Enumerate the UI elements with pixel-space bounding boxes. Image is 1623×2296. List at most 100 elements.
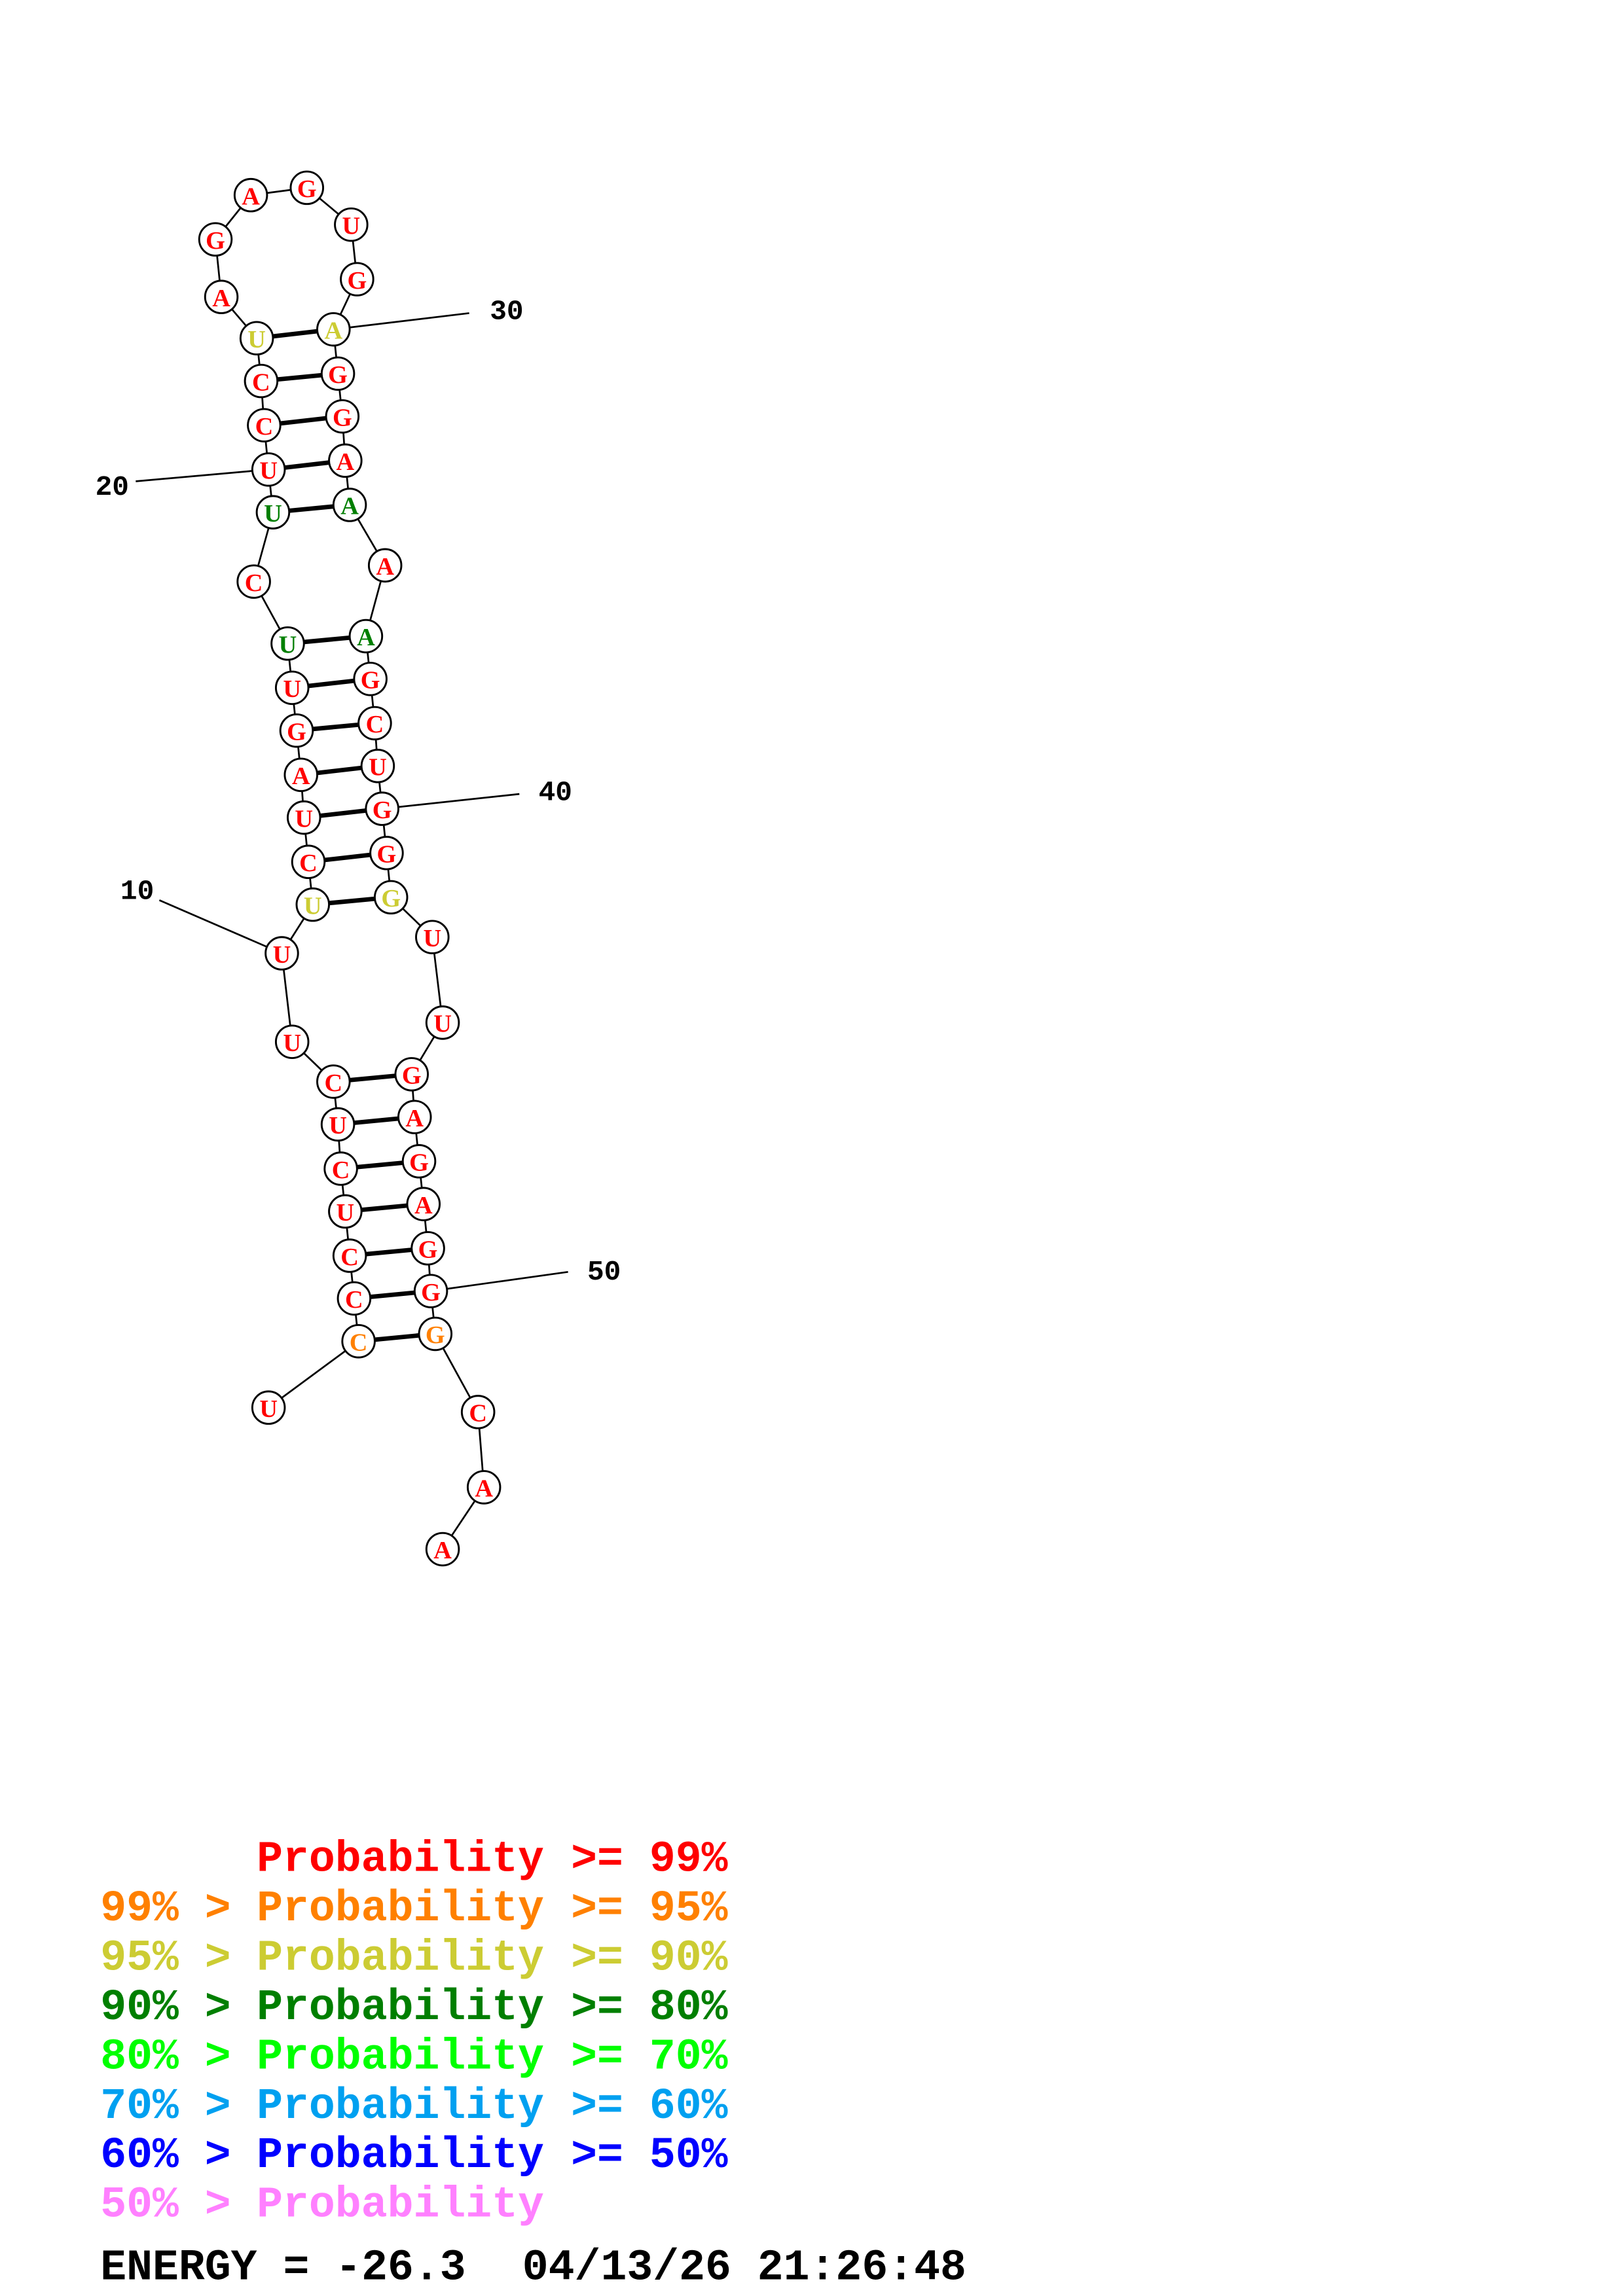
nucleotide-base: U: [329, 1112, 347, 1139]
nucleotide-38: C: [357, 706, 392, 741]
nucleotide-circle: [397, 1100, 432, 1134]
nucleotide-circle: [255, 495, 291, 529]
nucleotide-22: C: [244, 363, 279, 399]
nucleotide-base: A: [292, 762, 310, 790]
legend-row: 70% > Probability >= 60%: [100, 2082, 727, 2131]
nucleotide-circle: [286, 800, 321, 835]
nucleotide-base: G: [333, 404, 352, 431]
nucleotide-circle: [320, 1107, 356, 1142]
nucleotide-base: A: [324, 317, 342, 344]
nucleotide-32: G: [325, 399, 360, 434]
nucleotide-base: C: [245, 569, 263, 597]
nucleotide-9: U: [274, 1024, 310, 1059]
nucleotide-29: G: [340, 262, 374, 296]
legend-prefix: 50% >: [100, 2181, 230, 2230]
nucleotide-circle: [244, 363, 279, 399]
nucleotide-43: U: [415, 920, 450, 954]
nucleotide-base: A: [433, 1537, 452, 1564]
nucleotide-circle: [425, 1005, 460, 1040]
position-tick-label: 40: [539, 776, 572, 808]
nucleotide-23: U: [239, 321, 274, 356]
nucleotide-6: C: [323, 1151, 358, 1186]
nucleotide-base: C: [340, 1244, 359, 1271]
nucleotide-1: U: [251, 1390, 286, 1425]
nucleotide-base: G: [361, 667, 380, 694]
nucleotide-circle: [251, 452, 286, 487]
nucleotide-circle: [274, 670, 310, 706]
legend-label: Probability: [257, 2131, 544, 2180]
nucleotide-51: G: [418, 1316, 453, 1352]
nucleotide-base: G: [409, 1149, 429, 1177]
nucleotide-21: C: [247, 408, 282, 442]
nucleotide-base: C: [324, 1069, 342, 1097]
position-tick-label: 10: [120, 875, 154, 907]
nucleotide-circle: [418, 1316, 453, 1352]
nucleotide-circle: [328, 443, 363, 478]
nucleotide-circle: [406, 1187, 441, 1221]
nucleotide-base: U: [273, 941, 291, 969]
nucleotide-circle: [332, 1238, 367, 1273]
nucleotide-base: A: [242, 183, 260, 210]
legend-suffix: >= 60%: [571, 2082, 727, 2131]
nucleotide-circle: [337, 1281, 372, 1316]
legend-prefix: 99% >: [100, 1884, 230, 1933]
legend-label: Probability: [257, 2082, 544, 2131]
nucleotide-circle: [328, 1194, 363, 1229]
legend-suffix: >= 95%: [571, 1884, 727, 1933]
nucleotide-base: U: [304, 892, 322, 920]
nucleotide-circle: [270, 626, 305, 661]
nucleotide-circle: [367, 548, 403, 583]
nucleotide-base: A: [337, 448, 355, 476]
nucleotide-circle: [239, 321, 274, 356]
nucleotide-2: C: [341, 1323, 376, 1359]
energy-label: ENERGY = -26.3: [100, 2244, 465, 2293]
nucleotide-circle: [394, 1057, 429, 1092]
nucleotide-31: G: [320, 356, 356, 391]
nucleotide-circle: [251, 1390, 286, 1425]
nucleotide-circle: [323, 1151, 358, 1186]
nucleotide-base: C: [366, 711, 384, 738]
nucleotide-circle: [295, 887, 331, 922]
nucleotide-base: A: [376, 553, 394, 581]
nucleotide-base: C: [345, 1286, 363, 1314]
base-pair-lines: [256, 327, 436, 1344]
nucleotide-base: A: [475, 1475, 493, 1503]
nucleotide-base: U: [279, 632, 297, 659]
tick-line: [382, 793, 520, 810]
nucleotide-46: A: [397, 1100, 432, 1134]
nucleotide-base: C: [332, 1157, 350, 1184]
legend-label: Probability: [257, 2032, 544, 2081]
nucleotide-base: A: [357, 624, 375, 651]
nucleotide-44: U: [425, 1005, 460, 1040]
nucleotide-40: G: [365, 791, 399, 826]
position-ticks: 10 20 30 40 50: [96, 296, 621, 1292]
legend-row: 50% > Probability: [100, 2181, 544, 2230]
nucleotide-base: G: [402, 1062, 422, 1090]
nucleotide-base: U: [259, 1395, 278, 1423]
nucleotide-circle: [316, 1064, 351, 1099]
legend-prefix: 80% >: [100, 2032, 230, 2081]
nucleotide-circle: [291, 844, 326, 880]
legend-label: Probability: [257, 1933, 544, 1982]
tick-line: [333, 312, 469, 331]
nucleotide-circle: [320, 356, 356, 391]
nucleotide-53: A: [466, 1470, 501, 1505]
nucleotide-15: G: [279, 713, 314, 748]
nucleotide-circle: [279, 713, 314, 748]
nucleotide-54: A: [425, 1532, 460, 1567]
nucleotide-base: U: [423, 925, 441, 952]
legend-row: 60% > Probability >= 50%: [100, 2131, 727, 2180]
nucleotide-base: U: [264, 500, 282, 528]
nucleotide-circle: [316, 312, 351, 347]
nucleotide-circle: [274, 1024, 310, 1059]
position-tick-label: 20: [96, 471, 129, 503]
legend-label: Probability: [257, 2181, 544, 2230]
nucleotide-12: C: [291, 844, 326, 880]
nucleotide-base: G: [426, 1321, 445, 1349]
nucleotide-base: U: [433, 1011, 452, 1038]
nucleotide-base: G: [328, 361, 348, 389]
legend-prefix: 70% >: [100, 2082, 230, 2131]
legend-suffix: >= 80%: [571, 1983, 727, 2032]
nucleotide-circle: [425, 1532, 460, 1567]
